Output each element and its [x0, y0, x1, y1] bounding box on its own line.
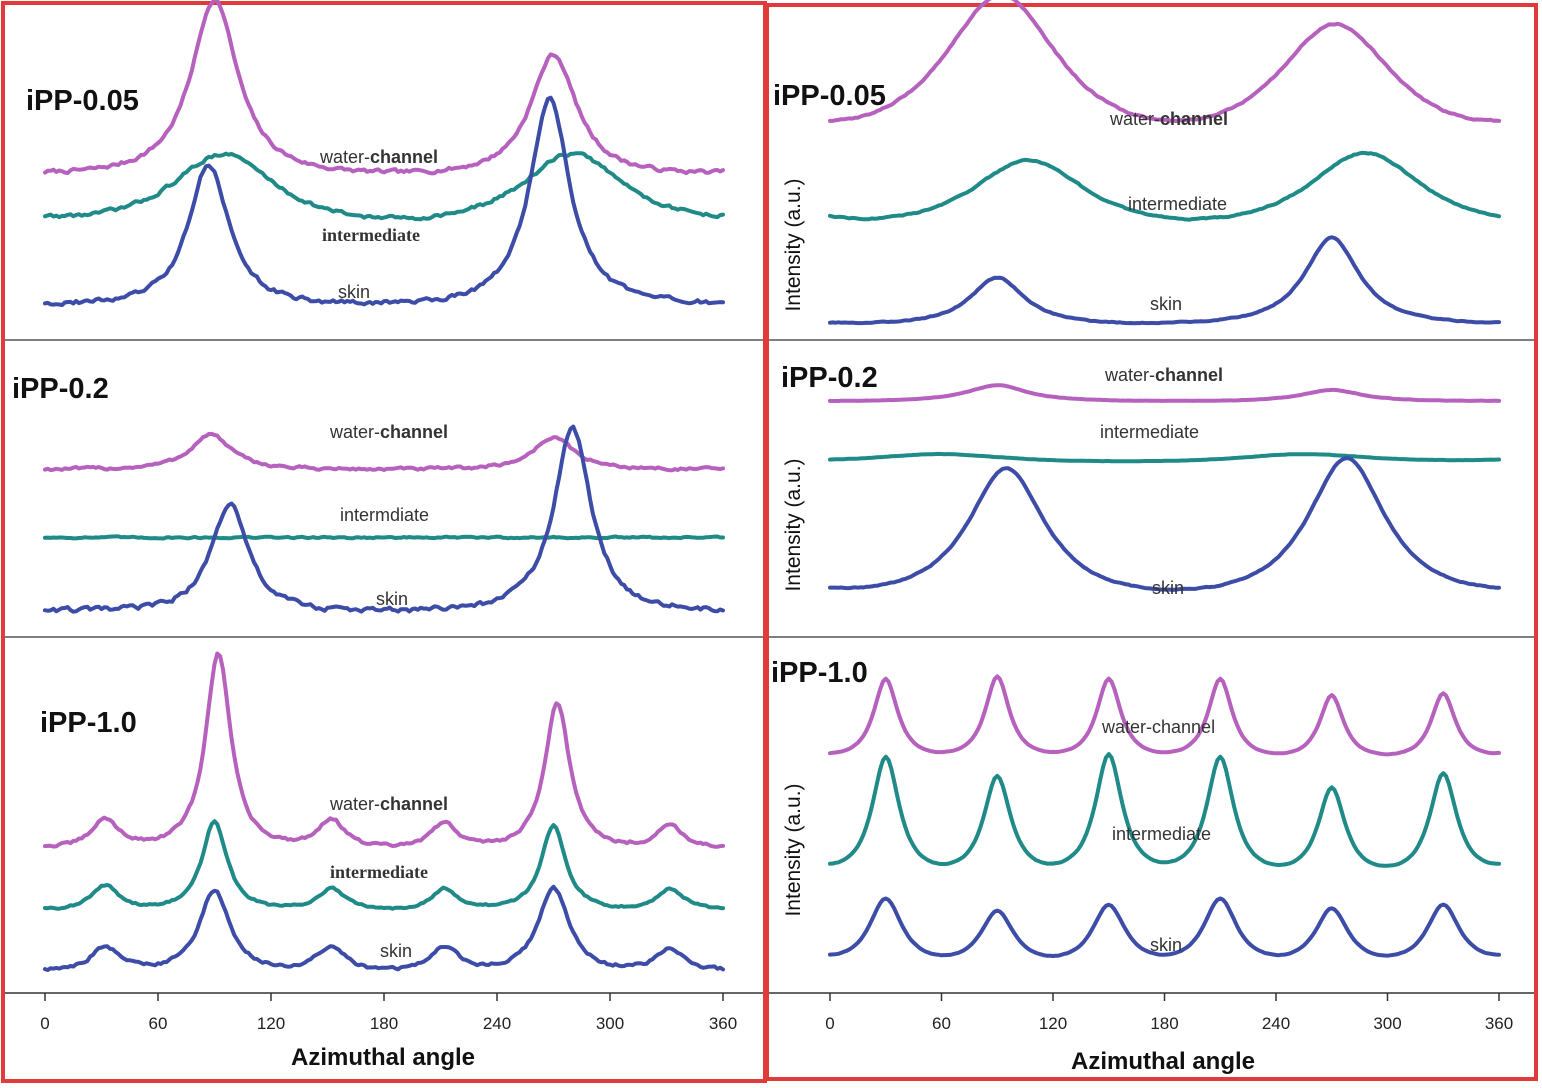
- left-x-tick-label-180: 180: [370, 1014, 398, 1033]
- right-p3-y-axis-title: Intensity (a.u.): [782, 783, 805, 916]
- left-p3-water-label-bold: channel: [380, 794, 448, 814]
- right-x-axis-title: Azimuthal angle: [1071, 1048, 1255, 1075]
- right-p2-water-channel-curve: [828, 383, 1501, 403]
- left-p3-intermediate-label: intermediate: [330, 862, 428, 882]
- left-p1-title: iPP-0.05: [26, 85, 139, 117]
- left-p1-intermediate-label: intermediate: [322, 225, 420, 245]
- left-p2-skin-label: skin: [376, 589, 408, 609]
- left-x-tick-label-120: 120: [257, 1014, 285, 1033]
- right-p2-water-label: water-channel: [1104, 365, 1223, 385]
- right-p1-water-label-bold: channel: [1160, 109, 1228, 129]
- left-p3-water-label: water-channel: [329, 794, 448, 814]
- right-column-frame: [765, 3, 1538, 1081]
- left-x-tick-label-240: 240: [483, 1014, 511, 1033]
- right-x-tick-label-0: 0: [825, 1014, 834, 1033]
- left-p2-intermediate-curve: [43, 534, 725, 541]
- left-p3-intermediate-curve: [43, 819, 725, 911]
- right-p2-skin-curve: [828, 456, 1501, 592]
- right-p3-water-label: water-channel: [1101, 717, 1215, 737]
- right-p1-skin-label: skin: [1150, 294, 1182, 314]
- right-p3-intermediate-label: intermediate: [1112, 824, 1211, 844]
- right-p3-skin-label: skin: [1150, 935, 1182, 955]
- right-p1-y-axis-title: Intensity (a.u.): [782, 178, 805, 311]
- right-x-tick-label-180: 180: [1150, 1014, 1178, 1033]
- left-p1-water-label-plain: water-: [319, 147, 370, 167]
- right-p2-title: iPP-0.2: [781, 362, 878, 394]
- right-x-ticks: 0 60 120 180 240 300 360: [825, 993, 1513, 1033]
- right-p1-water-channel-curve: [828, 0, 1501, 123]
- right-x-tick-label-300: 300: [1373, 1014, 1401, 1033]
- right-p3-skin-curve: [828, 896, 1501, 958]
- right-p3-intermediate-curve: [828, 752, 1501, 868]
- right-p1-water-label-plain: water-: [1109, 109, 1160, 129]
- left-p1-water-label-bold: channel: [370, 147, 438, 167]
- right-x-axis: 0 60 120 180 240 300 360 Azimuthal angle: [769, 992, 1534, 1075]
- left-x-axis: 0 60 120 180 240 300 360 Azimuthal angle: [5, 992, 763, 1071]
- right-p1-intermediate-label: intermediate: [1128, 194, 1227, 214]
- right-p2-intermediate-label: intermediate: [1100, 422, 1199, 442]
- right-x-tick-label-360: 360: [1485, 1014, 1513, 1033]
- left-p1-water-label: water-channel: [319, 147, 438, 167]
- left-x-tick-label-360: 360: [709, 1014, 737, 1033]
- left-p2-water-label: water-channel: [329, 422, 448, 442]
- right-p2-y-axis-title: Intensity (a.u.): [782, 458, 805, 591]
- left-p3-water-label-plain: water-: [329, 794, 380, 814]
- right-x-tick-label-60: 60: [932, 1014, 951, 1033]
- right-p2-water-label-bold: channel: [1155, 365, 1223, 385]
- right-p1-water-label: water-channel: [1109, 109, 1228, 129]
- left-p1-intermediate-curve: [43, 151, 725, 222]
- left-p3-skin-curve: [43, 884, 725, 972]
- right-p2-water-label-plain: water-: [1104, 365, 1155, 385]
- left-p1-skin-curve: [43, 95, 725, 308]
- left-p2-intermediate-label: intermdiate: [340, 505, 429, 525]
- right-x-tick-label-240: 240: [1262, 1014, 1290, 1033]
- curves-layer: [43, 0, 1501, 972]
- right-p3-water-channel-curve: [828, 674, 1501, 757]
- right-p1-intermediate-curve: [828, 150, 1501, 222]
- right-p2-skin-label: skin: [1152, 578, 1184, 598]
- left-p2-water-channel-curve: [43, 431, 725, 473]
- right-p2-intermediate-curve: [828, 451, 1501, 464]
- left-p3-skin-label: skin: [380, 941, 412, 961]
- left-x-tick-label-300: 300: [596, 1014, 624, 1033]
- left-x-tick-label-60: 60: [149, 1014, 168, 1033]
- right-x-tick-label-120: 120: [1039, 1014, 1067, 1033]
- right-p3-title: iPP-1.0: [771, 657, 868, 689]
- left-p3-water-channel-curve: [43, 651, 725, 849]
- left-p3-title: iPP-1.0: [40, 707, 137, 739]
- left-p2-skin-curve: [43, 424, 725, 614]
- left-x-ticks: 0 60 120 180 240 300 360: [40, 993, 737, 1033]
- left-p2-water-label-bold: channel: [380, 422, 448, 442]
- left-p2-title: iPP-0.2: [12, 373, 109, 405]
- left-p2-water-label-plain: water-: [329, 422, 380, 442]
- left-p1-water-channel-curve: [43, 0, 725, 176]
- right-p1-skin-curve: [828, 235, 1501, 326]
- right-p1-title: iPP-0.05: [773, 80, 886, 112]
- left-x-tick-label-0: 0: [40, 1014, 49, 1033]
- left-x-axis-title: Azimuthal angle: [291, 1044, 475, 1071]
- left-p1-skin-label: skin: [338, 282, 370, 302]
